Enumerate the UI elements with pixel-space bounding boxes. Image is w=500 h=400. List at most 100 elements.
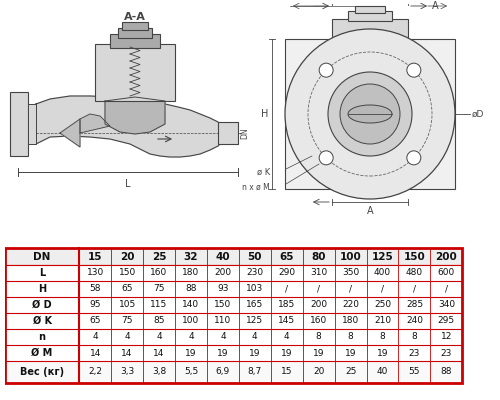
Text: 50: 50 <box>248 252 262 262</box>
Text: 65: 65 <box>122 284 133 293</box>
Text: 19: 19 <box>249 348 260 358</box>
Bar <box>5 248 462 383</box>
Text: 8: 8 <box>316 332 322 342</box>
Text: 65: 65 <box>280 252 294 262</box>
Circle shape <box>407 151 421 165</box>
Text: 14: 14 <box>154 348 164 358</box>
Circle shape <box>319 63 333 77</box>
Bar <box>348 11 392 21</box>
Text: /: / <box>349 284 352 293</box>
Text: 210: 210 <box>374 316 391 325</box>
Text: øD: øD <box>472 110 484 118</box>
Text: A: A <box>366 206 374 216</box>
Text: A-A: A-A <box>124 12 146 22</box>
Text: 55: 55 <box>408 368 420 376</box>
Text: 100: 100 <box>182 316 200 325</box>
Polygon shape <box>36 96 222 157</box>
Text: A: A <box>432 1 438 11</box>
Text: 15: 15 <box>281 368 292 376</box>
Text: L: L <box>39 268 45 278</box>
Bar <box>5 264 462 281</box>
Text: 14: 14 <box>122 348 133 358</box>
Text: 400: 400 <box>374 268 391 277</box>
Text: 160: 160 <box>150 268 168 277</box>
Text: 250: 250 <box>374 300 391 309</box>
Bar <box>122 22 148 30</box>
Bar <box>5 297 462 313</box>
Text: H: H <box>260 109 268 119</box>
Text: 5,5: 5,5 <box>184 368 198 376</box>
Text: 19: 19 <box>185 348 196 358</box>
Text: /: / <box>285 284 288 293</box>
Bar <box>5 329 462 345</box>
Text: 200: 200 <box>214 268 232 277</box>
Text: 310: 310 <box>310 268 328 277</box>
Text: 480: 480 <box>406 268 423 277</box>
Text: 290: 290 <box>278 268 295 277</box>
Text: 180: 180 <box>182 268 200 277</box>
Bar <box>118 28 152 38</box>
Text: 145: 145 <box>278 316 295 325</box>
Text: 20: 20 <box>313 368 324 376</box>
Text: 110: 110 <box>214 316 232 325</box>
Text: 8: 8 <box>348 332 354 342</box>
Bar <box>285 39 455 189</box>
Text: 150: 150 <box>214 300 232 309</box>
Text: 25: 25 <box>152 252 166 262</box>
Text: 65: 65 <box>90 316 101 325</box>
Text: 4: 4 <box>220 332 226 342</box>
Text: 3,8: 3,8 <box>152 368 166 376</box>
Bar <box>355 6 385 13</box>
Text: 4: 4 <box>252 332 258 342</box>
Text: 230: 230 <box>246 268 264 277</box>
Text: 150: 150 <box>118 268 136 277</box>
Text: 4: 4 <box>188 332 194 342</box>
Text: 165: 165 <box>246 300 264 309</box>
Text: 20: 20 <box>120 252 134 262</box>
Text: 295: 295 <box>438 316 455 325</box>
Circle shape <box>285 29 455 199</box>
Text: 130: 130 <box>86 268 104 277</box>
Text: Ø M: Ø M <box>32 348 52 358</box>
Text: 103: 103 <box>246 284 264 293</box>
Text: 88: 88 <box>440 368 452 376</box>
Text: 350: 350 <box>342 268 359 277</box>
Text: 3,3: 3,3 <box>120 368 134 376</box>
Text: 180: 180 <box>342 316 359 325</box>
Text: /: / <box>445 284 448 293</box>
Text: 8: 8 <box>412 332 418 342</box>
Text: n: n <box>38 332 46 342</box>
Text: 105: 105 <box>118 300 136 309</box>
Text: 19: 19 <box>345 348 356 358</box>
Text: n x ø M: n x ø M <box>242 182 270 192</box>
Text: 19: 19 <box>281 348 292 358</box>
Text: 100: 100 <box>340 252 361 262</box>
Text: 23: 23 <box>440 348 452 358</box>
Bar <box>5 281 462 297</box>
Bar <box>218 122 238 144</box>
Text: 19: 19 <box>217 348 228 358</box>
Text: ø K: ø K <box>257 168 270 176</box>
Text: 115: 115 <box>150 300 168 309</box>
Polygon shape <box>60 119 80 147</box>
Bar <box>10 92 28 156</box>
Text: 40: 40 <box>377 368 388 376</box>
Text: /: / <box>413 284 416 293</box>
Text: 40: 40 <box>216 252 230 262</box>
Text: L: L <box>125 179 131 189</box>
Text: 14: 14 <box>90 348 101 358</box>
Text: 88: 88 <box>185 284 196 293</box>
Text: 19: 19 <box>377 348 388 358</box>
Bar <box>28 104 36 144</box>
Text: 285: 285 <box>406 300 423 309</box>
Text: 200: 200 <box>310 300 327 309</box>
Circle shape <box>328 72 412 156</box>
Text: 6,9: 6,9 <box>216 368 230 376</box>
Text: 600: 600 <box>438 268 455 277</box>
Text: DN: DN <box>34 252 51 262</box>
Text: 340: 340 <box>438 300 455 309</box>
Text: 220: 220 <box>342 300 359 309</box>
Text: 95: 95 <box>90 300 101 309</box>
Bar <box>95 44 175 101</box>
Text: /: / <box>381 284 384 293</box>
